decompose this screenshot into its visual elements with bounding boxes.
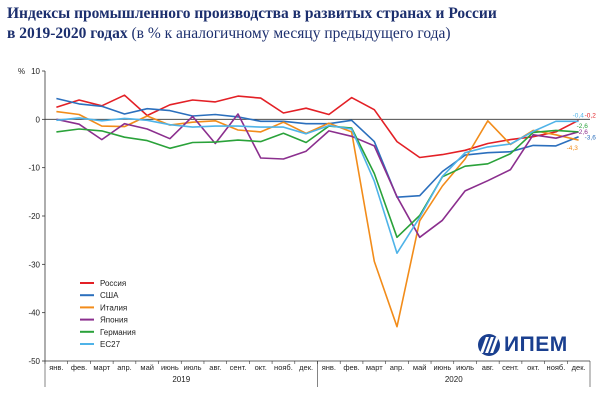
y-tick-label: -50 <box>28 357 40 366</box>
title-line-2-bold: в 2019-2020 годах <box>7 25 128 42</box>
year-label: 2020 <box>445 375 463 384</box>
end-value-label-3: -2,6 <box>577 129 589 136</box>
x-tick-label: янв. <box>322 363 336 372</box>
series-line-3 <box>56 113 579 239</box>
x-tick-label: апр. <box>117 363 132 372</box>
x-tick-label: май <box>413 363 427 372</box>
end-value-label-1: -3,6 <box>585 135 597 142</box>
legend-label-5: ЕС27 <box>100 340 121 349</box>
x-tick-label: сент. <box>230 363 247 372</box>
series-line-4 <box>56 125 579 239</box>
title-line-1: Индексы промышленного производства в раз… <box>7 5 497 22</box>
y-tick-label: -40 <box>28 309 40 318</box>
x-tick-label: апр. <box>390 363 405 372</box>
end-value-label-5: -0,4 <box>573 112 585 119</box>
x-tick-label: нояб. <box>547 363 566 372</box>
x-tick-label: авг. <box>482 363 494 372</box>
series-line-0 <box>56 94 579 159</box>
year-label: 2019 <box>172 375 190 384</box>
x-tick-label: дек. <box>299 363 313 372</box>
x-tick-label: дек. <box>572 363 586 372</box>
legend-label-0: Россия <box>100 279 126 288</box>
x-tick-label: фев. <box>71 363 87 372</box>
ipem-logo-icon <box>478 334 500 356</box>
x-tick-label: фев. <box>343 363 359 372</box>
x-tick-label: окт. <box>255 363 267 372</box>
series-line-5 <box>56 117 579 254</box>
chart-title: Индексы промышленного производства в раз… <box>7 4 597 44</box>
x-tick-label: июль <box>184 363 202 372</box>
legend-label-1: США <box>100 291 119 300</box>
x-tick-label: июль <box>456 363 474 372</box>
end-value-label-0: -0,2 <box>585 112 597 119</box>
x-tick-label: сент. <box>502 363 519 372</box>
y-tick-label: -10 <box>28 164 40 173</box>
legend-label-2: Италия <box>100 303 127 312</box>
x-tick-label: июнь <box>433 363 451 372</box>
series-line-2 <box>56 110 579 328</box>
x-tick-label: авг. <box>209 363 221 372</box>
x-tick-label: май <box>140 363 154 372</box>
x-tick-label: нояб. <box>274 363 293 372</box>
end-value-label-2: -4,3 <box>567 145 579 152</box>
y-tick-label: -20 <box>28 212 40 221</box>
x-tick-label: янв. <box>49 363 63 372</box>
y-tick-label: 0 <box>36 115 41 124</box>
y-axis-label: % <box>18 67 25 76</box>
legend-label-4: Германия <box>100 328 136 337</box>
ipem-logo: ИПЕМ <box>478 333 568 357</box>
end-value-label-4: -2,6 <box>577 123 589 130</box>
legend-label-3: Япония <box>100 316 128 325</box>
ipem-logo-text: ИПЕМ <box>504 333 568 356</box>
series-line-1 <box>56 97 579 198</box>
title-line-2-note: (в % к аналогичному месяцу предыдущего г… <box>131 25 451 42</box>
x-tick-label: март <box>93 363 110 372</box>
x-tick-label: окт. <box>527 363 539 372</box>
x-tick-label: июнь <box>161 363 179 372</box>
y-tick-label: -30 <box>28 260 40 269</box>
x-tick-label: март <box>366 363 383 372</box>
y-tick-label: 10 <box>31 67 40 76</box>
